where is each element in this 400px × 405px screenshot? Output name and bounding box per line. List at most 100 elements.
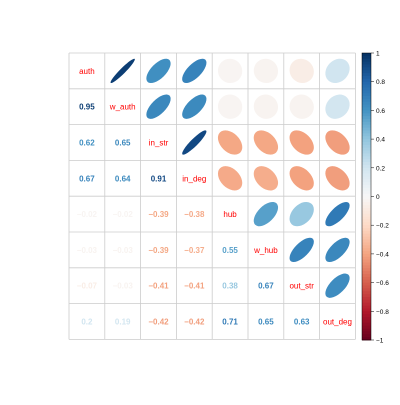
- colorbar-segment: [362, 84, 371, 88]
- colorbar-segment: [362, 314, 371, 318]
- colorbar-segment: [362, 124, 371, 129]
- ellipse-in_deg-out_deg: [325, 166, 350, 191]
- colorbar-segment: [362, 133, 371, 137]
- colorbar-segment: [362, 202, 371, 206]
- colorbar-segment: [362, 144, 371, 149]
- ellipse-auth-in_str: [146, 58, 171, 84]
- colorbar-segment: [362, 271, 371, 275]
- colorbar-segment: [362, 182, 371, 186]
- colorbar-segment: [362, 53, 371, 57]
- grid-layer: [68, 52, 356, 340]
- colorbar-segment: [362, 334, 371, 338]
- colorbar-segment: [362, 228, 371, 232]
- colorbar-segment: [362, 273, 371, 278]
- colorbar-segment: [362, 78, 371, 83]
- ellipse-hub-out_str: [289, 201, 314, 227]
- colorbar-segment: [362, 328, 371, 332]
- colorbar-segment: [362, 299, 371, 304]
- ellipse-w_auth-in_str: [146, 94, 171, 119]
- colorbar-segment: [362, 317, 371, 321]
- ellipse-in_str-in_deg: [182, 130, 207, 155]
- colorbar-segment: [362, 101, 371, 106]
- colorbar-segment: [362, 331, 371, 335]
- colorbar-segment: [362, 98, 371, 103]
- colorbar-segment: [362, 262, 371, 266]
- colorbar-segment: [362, 276, 371, 281]
- colorbar-segment: [362, 116, 371, 120]
- colorbar-segment: [362, 288, 371, 292]
- colorbar-tick-label: 1: [376, 51, 380, 58]
- coefficient-in_deg-auth: 0.67: [79, 174, 95, 183]
- colorbar-segment: [362, 245, 371, 249]
- colorbar-segment: [362, 119, 371, 123]
- colorbar-segment: [362, 81, 371, 85]
- coefficient-w_hub-w_auth: −0.03: [113, 246, 134, 255]
- colorbar-segment: [362, 322, 371, 327]
- ellipse-hub-w_hub: [253, 201, 279, 227]
- coefficient-w_hub-in_deg: −0.37: [184, 246, 205, 255]
- colorbar-segment: [362, 251, 371, 255]
- colorbar-segment: [362, 167, 371, 172]
- ellipse-auth-w_hub: [253, 58, 279, 84]
- colorbar-segment: [362, 213, 371, 217]
- ellipse-in_deg-w_hub: [253, 166, 279, 191]
- colorbar-segment: [362, 205, 371, 209]
- colorbar-segment: [362, 96, 371, 100]
- colorbar-segment: [362, 90, 371, 94]
- ellipse-hub-out_deg: [325, 201, 350, 227]
- colorbar-segment: [362, 75, 371, 80]
- coefficient-w_hub-hub: 0.55: [222, 246, 238, 255]
- colorbar-segment: [362, 282, 371, 286]
- coefficient-in_str-auth: 0.62: [79, 139, 95, 148]
- ellipse-in_deg-hub: [217, 166, 243, 191]
- colorbar-segment: [362, 141, 371, 146]
- colorbar-segment: [362, 156, 371, 160]
- ellipse-out_str-out_deg: [325, 273, 350, 298]
- variable-label-in_str: in_str: [149, 139, 169, 148]
- ellipse-in_str-out_deg: [325, 130, 350, 155]
- variable-label-hub: hub: [223, 210, 237, 219]
- colorbar-segment: [362, 153, 371, 157]
- colorbar-tick-label: −1: [376, 338, 384, 345]
- colorbar-segment: [362, 121, 371, 126]
- colorbar-segment: [362, 265, 371, 269]
- ellipse-in_str-w_hub: [253, 130, 279, 155]
- colorbar-segment: [362, 196, 371, 200]
- colorbar-segment: [362, 73, 371, 77]
- colorbar-tick-label: −0.8: [376, 309, 389, 316]
- coefficient-out_str-w_hub: 0.67: [258, 282, 274, 291]
- coefficient-w_hub-in_str: −0.39: [148, 246, 169, 255]
- ellipse-auth-out_deg: [325, 58, 350, 84]
- colorbar-segment: [362, 173, 371, 177]
- ellipse-in_str-out_str: [289, 130, 314, 155]
- variable-label-w_auth: w_auth: [109, 103, 136, 112]
- colorbar-tick-label: 0: [376, 194, 380, 201]
- colorbar-segment: [362, 325, 371, 329]
- variable-label-out_str: out_str: [289, 282, 314, 291]
- colorbar-segment: [362, 185, 371, 189]
- coefficient-in_deg-in_str: 0.91: [151, 174, 167, 183]
- colorbar-segment: [362, 268, 371, 272]
- colorbar-segment: [362, 130, 371, 134]
- colorbar-segment: [362, 216, 371, 220]
- colorbar-segment: [362, 259, 371, 263]
- coefficient-hub-in_str: −0.39: [148, 210, 169, 219]
- colorbar-segment: [362, 104, 371, 108]
- ellipse-auth-w_auth: [110, 58, 135, 84]
- colorbar-segment: [362, 61, 371, 65]
- colorbar-segment: [362, 170, 371, 174]
- colorbar-tick-label: 0.6: [376, 108, 385, 115]
- colorbar-segment: [362, 139, 371, 143]
- colorbar-segment: [362, 67, 371, 71]
- ellipse-w_hub-out_deg: [325, 237, 350, 263]
- colorbar-segment: [362, 210, 371, 215]
- colorbar-segment: [362, 93, 371, 97]
- coefficient-out_deg-w_auth: 0.19: [115, 318, 131, 327]
- colorbar-segment: [362, 239, 371, 243]
- colorbar-segment: [362, 308, 371, 312]
- ellipse-w_auth-in_deg: [182, 94, 207, 119]
- colorbar-segment: [362, 253, 371, 258]
- colorbar-segment: [362, 337, 371, 341]
- coefficient-in_deg-w_auth: 0.64: [115, 174, 131, 183]
